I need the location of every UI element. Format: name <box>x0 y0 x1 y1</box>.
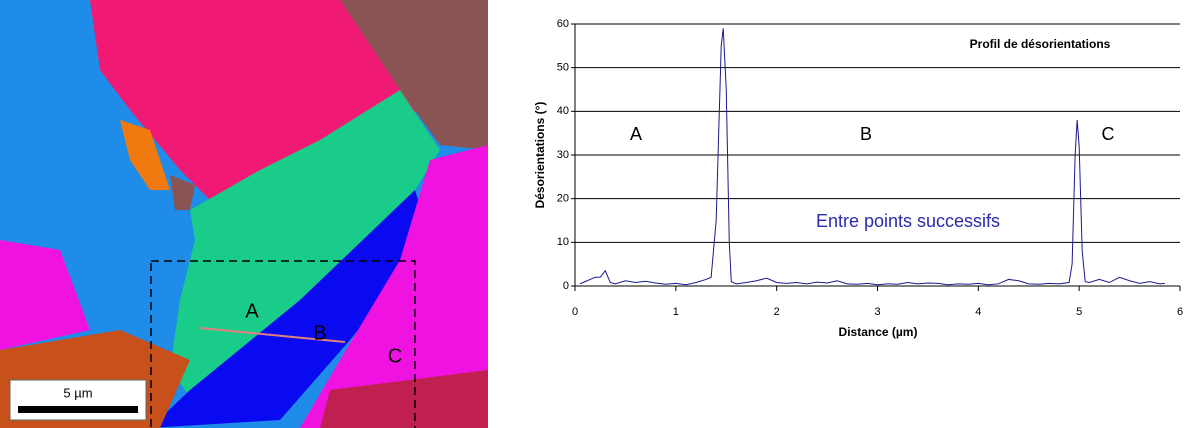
grain <box>90 0 420 200</box>
grain <box>320 370 488 428</box>
grain <box>170 175 195 210</box>
scale-bar <box>18 406 138 413</box>
x-tick-label: 2 <box>774 306 780 318</box>
y-tick-label: 40 <box>557 105 569 117</box>
y-tick-label: 20 <box>557 193 569 205</box>
grain <box>0 240 90 350</box>
grain <box>300 145 488 428</box>
x-tick-label: 1 <box>673 306 679 318</box>
y-tick-label: 50 <box>557 62 569 74</box>
x-tick-label: 0 <box>572 306 578 318</box>
grain <box>120 120 170 190</box>
data-line <box>579 28 1165 286</box>
grain <box>150 190 430 428</box>
chart: Profil de désorientations Distance (µm) … <box>533 18 1183 339</box>
x-tick-label: 3 <box>874 306 880 318</box>
y-tick-label: 60 <box>557 18 569 30</box>
y-tick-label: 10 <box>557 236 569 248</box>
x-tick-label: 6 <box>1177 306 1183 318</box>
profile-line <box>199 327 346 343</box>
point-label: A <box>245 300 259 322</box>
zoom-box <box>150 260 416 428</box>
chart-title: Profil de désorientations <box>970 37 1111 51</box>
y-tick-label: 30 <box>557 149 569 161</box>
annotation: C <box>1102 124 1115 144</box>
y-axis-label: Désorientations (°) <box>533 102 547 209</box>
grain <box>170 90 440 410</box>
y-tick-label: 0 <box>563 280 569 292</box>
annotation: B <box>860 124 872 144</box>
annotation: Entre points successifs <box>816 211 1000 231</box>
annotation: A <box>630 124 642 144</box>
point-label: C <box>388 345 402 367</box>
scale-box <box>9 379 147 421</box>
point-label: B <box>313 322 326 344</box>
ebsd-map: 5 µm A B C <box>0 0 488 428</box>
grain <box>340 0 488 150</box>
x-axis-label: Distance (µm) <box>839 325 918 339</box>
x-tick-label: 4 <box>975 306 981 318</box>
x-tick-label: 5 <box>1076 306 1082 318</box>
scale-label: 5 µm <box>63 385 92 400</box>
